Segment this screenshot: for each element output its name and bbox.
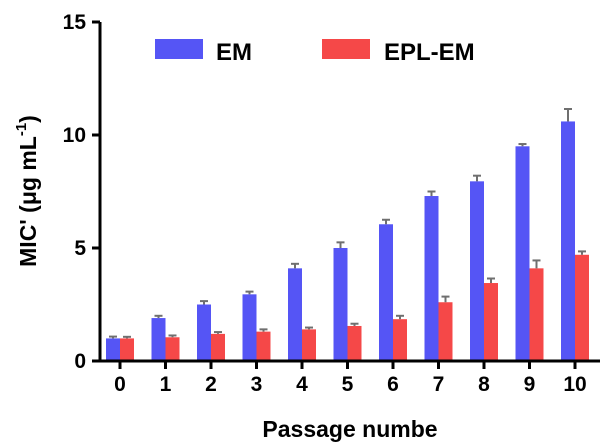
bar-em-9 [515,146,530,361]
x-tick-label: 8 [478,373,490,396]
y-axis-label-close: ) [15,115,41,123]
bar-em-10 [561,121,575,361]
bar-epl-em-2 [211,333,225,361]
legend-swatch-em [155,39,203,59]
x-tick-label: 10 [563,373,586,396]
bar-epl-em-10 [575,254,589,361]
legend-swatch-epl-em [322,39,370,59]
bar-em-8 [470,181,484,361]
bar-epl-em-1 [165,337,180,361]
x-tick-label: 4 [296,373,308,396]
bar-epl-em-3 [256,331,271,361]
bar-epl-em-4 [302,329,316,361]
bar-em-1 [151,318,166,361]
x-tick-label: 7 [433,373,445,396]
bars-layer [106,121,589,361]
y-tick-label: 15 [63,11,87,34]
x-tick-label: 2 [205,373,217,396]
bar-em-4 [288,268,302,361]
bar-epl-em-0 [120,338,134,361]
bar-em-6 [379,224,393,361]
legend-label-epl-em: EPL-EM [384,39,475,66]
x-axis-label: Passage numbe [262,416,437,442]
x-ticks: 0 1 2 3 4 5 6 7 8 9 10 [114,361,587,396]
bar-epl-em-6 [393,319,407,361]
bar-em-3 [242,294,257,361]
bar-em-2 [197,304,211,361]
x-tick-label: 3 [251,373,263,396]
x-tick-label: 5 [342,373,354,396]
y-tick-label: 5 [74,237,86,260]
bar-epl-em-7 [438,302,453,361]
legend-label-em: EM [216,39,252,66]
x-tick-label: 0 [114,373,126,396]
bar-epl-em-5 [347,325,362,361]
y-ticks: 0 5 10 15 [63,11,100,373]
x-tick-label: 6 [387,373,399,396]
y-tick-label: 10 [63,124,86,147]
bar-epl-em-8 [484,283,498,361]
bar-em-5 [333,248,348,361]
x-tick-label: 1 [160,373,172,396]
bar-em-0 [106,338,120,361]
bar-epl-em-9 [529,268,544,361]
bar-em-7 [424,196,439,361]
legend: EM EPL-EM [155,39,475,66]
y-tick-label: 0 [74,350,86,373]
y-axis-label-superscript: -1 [13,123,30,136]
y-axis-label: MIC' (μg mL-1) [13,115,41,267]
error-bars-layer [109,108,586,339]
y-axis-label-main: MIC' (μg mL [15,136,41,267]
x-tick-label: 9 [524,373,536,396]
